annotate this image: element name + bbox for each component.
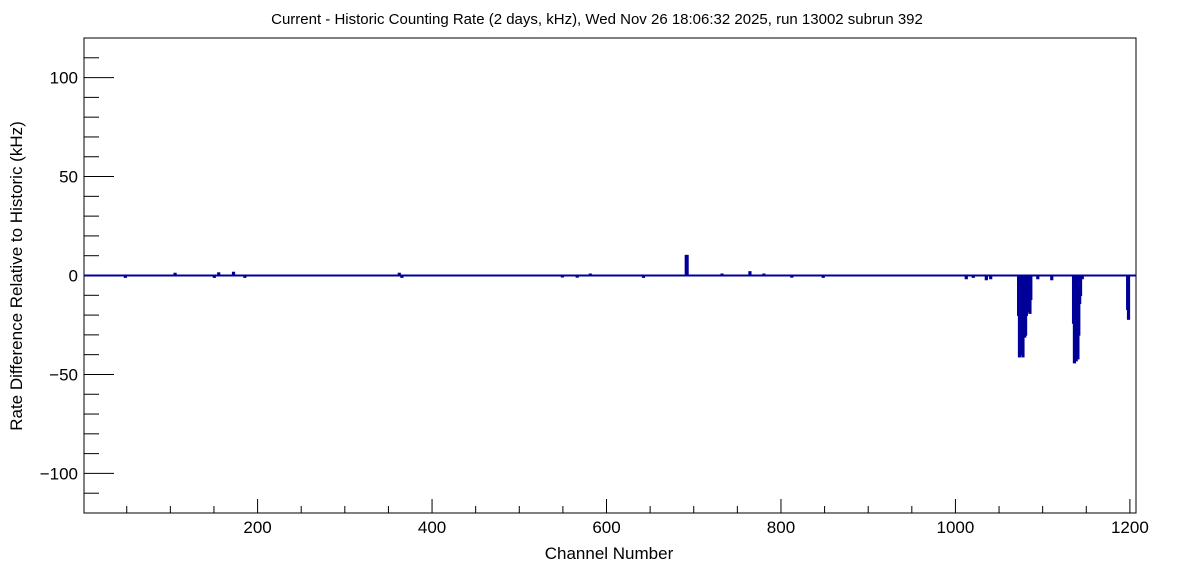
- x-tick-label: 1000: [937, 518, 975, 537]
- series-spike: [1029, 274, 1033, 301]
- series-spike: [790, 274, 794, 278]
- series-spike: [1036, 274, 1040, 280]
- y-tick-label: 50: [59, 168, 78, 187]
- series-spike: [821, 274, 825, 278]
- x-axis-ticks: [126, 499, 1131, 513]
- x-tick-label: 800: [767, 518, 795, 537]
- series-spike: [231, 271, 236, 277]
- series-spike: [1078, 274, 1083, 297]
- series-group: [84, 254, 1136, 364]
- series-spike: [989, 274, 993, 280]
- y-tick-label: −100: [40, 464, 78, 483]
- y-axis-label: Rate Difference Relative to Historic (kH…: [7, 121, 26, 431]
- series-spike: [575, 274, 579, 278]
- y-tick-label: 100: [50, 69, 78, 88]
- series-spike: [964, 274, 968, 280]
- series-spike: [123, 274, 127, 278]
- series-spike: [720, 273, 724, 277]
- series-spike: [762, 273, 766, 277]
- series-spike: [1050, 274, 1054, 281]
- x-axis-tick-labels: 200 400 600 800 1000 1200: [243, 518, 1148, 537]
- x-tick-label: 1200: [1111, 518, 1149, 537]
- x-tick-label: 600: [592, 518, 620, 537]
- series-spike: [685, 254, 689, 277]
- series-spike: [1126, 274, 1131, 320]
- series-spike: [560, 274, 564, 278]
- series-spike: [1080, 274, 1084, 280]
- series-spike: [243, 274, 247, 278]
- series-spike: [397, 272, 401, 277]
- series-spike: [212, 274, 216, 278]
- series-spike: [971, 274, 975, 278]
- y-tick-label: −50: [49, 365, 78, 384]
- series-spike: [400, 274, 404, 278]
- x-tick-label: 200: [243, 518, 271, 537]
- series-spike: [173, 272, 177, 277]
- y-axis-tick-labels: −100 −50 0 50 100: [40, 69, 78, 484]
- series-spike: [217, 272, 221, 277]
- x-tick-label: 400: [418, 518, 446, 537]
- x-axis-label: Channel Number: [545, 544, 674, 563]
- series-spike: [641, 274, 646, 278]
- series-spike: [748, 271, 752, 277]
- y-tick-label: 0: [69, 267, 78, 286]
- series-spike: [984, 274, 988, 281]
- series-spike: [588, 273, 592, 277]
- series-spike: [1018, 274, 1022, 356]
- chart-title: Current - Historic Counting Rate (2 days…: [271, 11, 923, 28]
